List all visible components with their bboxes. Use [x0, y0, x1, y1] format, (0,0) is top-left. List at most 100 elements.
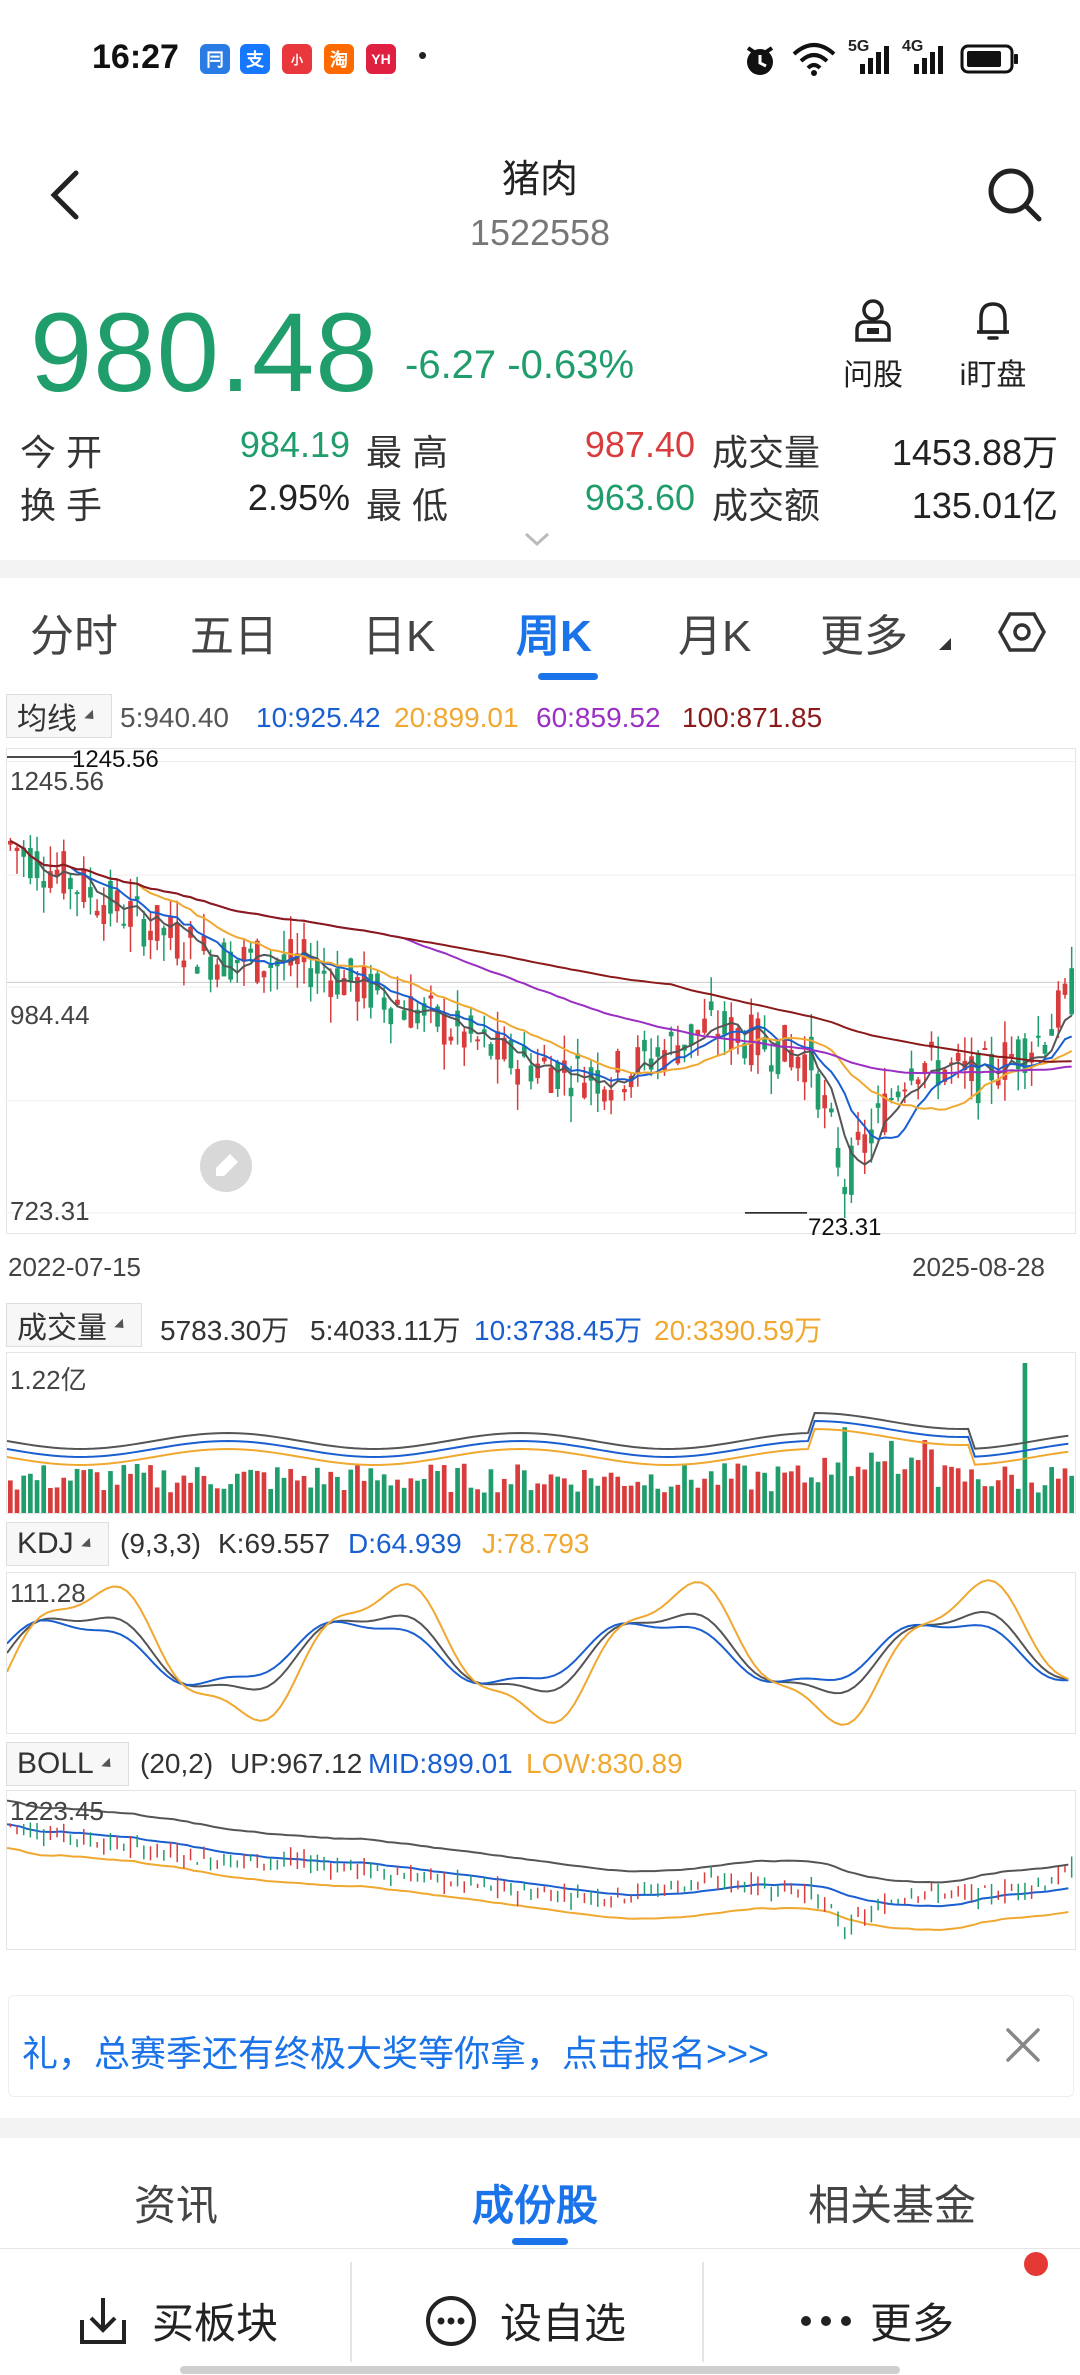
- volume-bar: [174, 1482, 180, 1513]
- volume-bar: [94, 1472, 100, 1513]
- volume-bar: [121, 1465, 127, 1513]
- volume-bar: [1062, 1468, 1068, 1513]
- kdj-selector[interactable]: KDJ: [6, 1522, 109, 1566]
- volume-bar: [608, 1472, 614, 1513]
- tab-more[interactable]: 更多: [820, 612, 908, 661]
- boll-upper-line: [7, 1799, 1069, 1884]
- date-start: 2022-07-15: [8, 1252, 141, 1282]
- volume-bar: [188, 1482, 193, 1513]
- more-circle-icon: [426, 2295, 476, 2346]
- promo-banner-text[interactable]: 礼，总赛季还有终极大奖等你拿，点击报名>>>: [22, 2033, 770, 2074]
- volume-bar: [14, 1489, 20, 1513]
- candle-body: [74, 892, 80, 895]
- candle-body: [128, 901, 133, 927]
- volume-bar: [582, 1469, 587, 1513]
- volume-ma10: 10:3738.45万: [474, 1315, 643, 1346]
- candle-body: [241, 946, 247, 962]
- kdj-selector-label: KDJ: [17, 1527, 74, 1560]
- volume-bar: [982, 1486, 988, 1513]
- volume-bar: [668, 1486, 674, 1513]
- volume-bar: [542, 1484, 547, 1513]
- candle-body: [1035, 1035, 1041, 1038]
- volume-bar: [862, 1469, 868, 1513]
- page-title: 猪肉: [501, 159, 578, 201]
- candle-body: [141, 919, 147, 947]
- buy-sector-label: 买板块: [152, 2300, 279, 2347]
- volume-bar: [655, 1488, 661, 1513]
- ma-selector[interactable]: 均线: [6, 694, 112, 738]
- candle-body: [542, 1057, 547, 1062]
- volume-bar: [34, 1480, 40, 1513]
- boll-selector[interactable]: BOLL: [6, 1742, 129, 1786]
- taobao-icon: 淘: [324, 44, 354, 74]
- volume-selector[interactable]: 成交量: [6, 1303, 142, 1347]
- volume-bar: [461, 1463, 467, 1513]
- volume-bar: [555, 1476, 561, 1513]
- candle-body: [481, 1029, 487, 1034]
- volume-ma-line: [7, 1427, 1069, 1467]
- low-value: 963.60: [584, 477, 695, 518]
- volume-bar: [595, 1485, 601, 1513]
- tab-weekly-k[interactable]: 周K: [516, 612, 592, 661]
- candle-body: [174, 923, 180, 959]
- volume-bar: [1042, 1485, 1048, 1513]
- draw-tool-icon[interactable]: [198, 1138, 254, 1194]
- settings-icon[interactable]: [998, 608, 1046, 656]
- tab-daily-k[interactable]: 日K: [362, 612, 436, 661]
- volume-bar: [642, 1485, 647, 1513]
- candle-body: [1002, 1042, 1008, 1080]
- volume-bar: [54, 1487, 60, 1513]
- candle-body: [975, 1052, 981, 1104]
- add-watchlist-button[interactable]: 设自选: [424, 2290, 626, 2351]
- back-button[interactable]: [40, 165, 90, 225]
- signal-icon: [914, 46, 943, 74]
- tab-monthly-k[interactable]: 月K: [678, 612, 752, 661]
- search-button[interactable]: [985, 165, 1045, 225]
- candle-body: [829, 1108, 834, 1113]
- tab-intraday[interactable]: 分时: [30, 612, 118, 661]
- ask-stock-button[interactable]: 问股: [818, 296, 928, 394]
- battery-icon: [960, 44, 1018, 74]
- volume-bar: [615, 1476, 621, 1513]
- more-button[interactable]: 更多: [796, 2290, 954, 2351]
- promo-banner[interactable]: [8, 1995, 1074, 2097]
- candle-body: [548, 1067, 554, 1093]
- candle-body: [755, 1018, 761, 1056]
- candle-body: [655, 1047, 661, 1057]
- tab-five-day[interactable]: 五日: [190, 612, 278, 661]
- buy-sector-button[interactable]: 买板块: [76, 2290, 278, 2351]
- ask-stock-label: 问股: [843, 359, 903, 392]
- volume-bar: [748, 1489, 754, 1513]
- kline-chart[interactable]: [6, 748, 1076, 1234]
- candle-body: [48, 871, 53, 888]
- tab-constituents[interactable]: 成份股: [472, 2182, 599, 2229]
- volume-bar: [341, 1490, 347, 1513]
- volume-value: 1453.88万: [891, 432, 1058, 473]
- volume-bar: [28, 1473, 33, 1513]
- boll-chart[interactable]: [6, 1790, 1076, 1950]
- volume-bar: [975, 1479, 981, 1513]
- volume-bar: [241, 1471, 247, 1513]
- volume-label: 成交量: [712, 432, 821, 473]
- candle-body: [261, 971, 267, 978]
- notification-app-icon: 冃: [200, 44, 230, 74]
- volume-bar: [501, 1478, 507, 1513]
- candle-body: [315, 960, 320, 974]
- candle-body: [1015, 1039, 1021, 1070]
- kdj-chart[interactable]: [6, 1572, 1076, 1734]
- volume-bar: [755, 1471, 761, 1513]
- kline-min-marker: 723.31: [808, 1214, 882, 1241]
- candle-body: [815, 1073, 821, 1110]
- kdj-d: D:64.939: [348, 1528, 462, 1559]
- watch-market-button[interactable]: i盯盘: [938, 296, 1048, 394]
- volume-bar: [562, 1478, 567, 1513]
- volume-bar: [922, 1440, 928, 1513]
- tab-news[interactable]: 资讯: [134, 2182, 219, 2229]
- volume-chart[interactable]: [6, 1352, 1076, 1514]
- candle-body: [1049, 1029, 1054, 1036]
- close-icon[interactable]: [1004, 2026, 1042, 2064]
- candle-body: [695, 1029, 701, 1036]
- volume-bar: [254, 1470, 260, 1513]
- tab-related-funds[interactable]: 相关基金: [808, 2182, 977, 2229]
- expand-chevron-icon[interactable]: [522, 530, 552, 550]
